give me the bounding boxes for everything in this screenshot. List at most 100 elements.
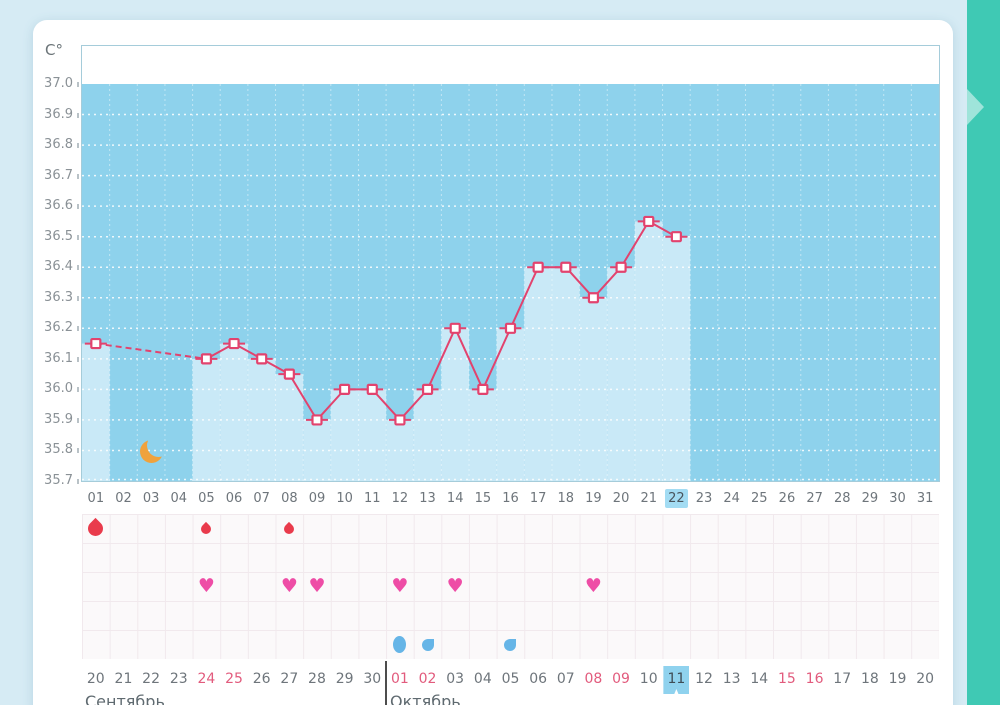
calendar-date[interactable]: 06 xyxy=(529,671,548,687)
calendar-date[interactable]: 05 xyxy=(501,671,520,687)
fluid-droplet-icon[interactable] xyxy=(421,638,434,651)
x-axis-day-label[interactable]: 08 xyxy=(281,490,298,506)
x-axis-day-label[interactable]: 04 xyxy=(170,490,188,506)
calendar-date[interactable]: 14 xyxy=(750,671,769,687)
x-axis-day-label[interactable]: 29 xyxy=(861,490,879,506)
calendar-date[interactable]: 02 xyxy=(418,671,437,687)
calendar-date[interactable]: 08 xyxy=(584,671,603,687)
data-point-marker[interactable] xyxy=(339,383,351,395)
x-axis-day-label[interactable]: 18 xyxy=(557,490,575,506)
data-point-marker[interactable] xyxy=(670,231,682,243)
data-point-marker[interactable] xyxy=(615,261,627,273)
data-point-marker[interactable] xyxy=(532,261,544,273)
calendar-date[interactable]: 20 xyxy=(86,671,105,687)
data-point-marker[interactable] xyxy=(449,322,461,334)
x-axis-day-label[interactable]: 22 xyxy=(663,486,691,510)
x-axis-day-label[interactable]: 06 xyxy=(225,490,243,506)
calendar-date[interactable]: 04 xyxy=(473,671,492,687)
x-axis-day-label[interactable]: 28 xyxy=(833,490,851,506)
x-axis-day-label[interactable]: 07 xyxy=(253,490,270,506)
calendar-date[interactable]: 27 xyxy=(280,671,299,687)
heart-icon[interactable]: ♥ xyxy=(391,575,409,597)
calendar-date[interactable]: 10 xyxy=(639,671,658,687)
temperature-bar xyxy=(634,221,663,481)
calendar-date[interactable]: 25 xyxy=(225,671,243,687)
x-axis-day-label[interactable]: 09 xyxy=(308,490,326,506)
x-axis-day-label[interactable]: 17 xyxy=(529,490,547,506)
calendar-date[interactable]: 23 xyxy=(169,671,188,687)
data-point-marker[interactable] xyxy=(228,337,240,350)
x-axis-day-label[interactable]: 21 xyxy=(640,490,657,506)
heart-icon[interactable]: ♥ xyxy=(280,575,298,597)
x-axis-day-label[interactable]: 20 xyxy=(612,490,630,506)
blood-drop-icon[interactable] xyxy=(199,521,214,536)
x-axis-day-label[interactable]: 14 xyxy=(446,490,464,506)
data-point-marker[interactable] xyxy=(504,322,517,334)
data-point-marker[interactable] xyxy=(587,292,600,304)
calendar-date[interactable]: 22 xyxy=(142,671,160,687)
data-point-marker[interactable] xyxy=(421,383,434,395)
calendar-date[interactable]: 15 xyxy=(778,671,796,687)
fluid-oval-icon[interactable] xyxy=(393,636,407,653)
calendar-date[interactable]: 13 xyxy=(722,671,741,687)
calendar-date[interactable]: 18 xyxy=(860,671,879,687)
calendar-date[interactable]: 11 xyxy=(663,665,691,695)
x-axis-day-label[interactable]: 13 xyxy=(419,490,436,506)
heart-icon[interactable]: ♥ xyxy=(584,575,602,597)
data-point-marker[interactable] xyxy=(256,353,268,365)
calendar-date[interactable]: 17 xyxy=(833,671,852,687)
x-axis-day-label[interactable]: 01 xyxy=(87,490,105,506)
calendar-date[interactable]: 24 xyxy=(197,671,216,687)
calendar-date[interactable]: 03 xyxy=(446,671,465,687)
event-grid: ♥ ♥ ♥ ♥ ♥ ♥ xyxy=(82,514,939,659)
heart-icon[interactable]: ♥ xyxy=(197,575,215,597)
x-axis-day-label[interactable]: 30 xyxy=(889,490,906,506)
data-point-marker[interactable] xyxy=(366,383,378,395)
x-axis-day-label[interactable]: 23 xyxy=(695,490,713,506)
data-point-marker[interactable] xyxy=(90,337,102,350)
moon-icon[interactable] xyxy=(140,440,163,463)
calendar-date[interactable]: 28 xyxy=(308,671,326,687)
x-axis-day-label[interactable]: 02 xyxy=(115,490,132,506)
data-point-marker[interactable] xyxy=(643,215,655,228)
calendar-date[interactable]: 30 xyxy=(363,671,382,687)
x-axis-day-label[interactable]: 10 xyxy=(336,490,353,506)
x-axis-day-label[interactable]: 19 xyxy=(585,490,602,506)
calendar-date[interactable]: 21 xyxy=(114,671,133,687)
calendar-date[interactable]: 16 xyxy=(805,671,824,687)
next-arrow-icon[interactable] xyxy=(967,89,984,125)
x-axis-day-label[interactable]: 24 xyxy=(723,490,740,506)
x-axis-day-label[interactable]: 15 xyxy=(474,490,492,506)
calendar-date[interactable]: 26 xyxy=(252,671,271,687)
data-point-marker[interactable] xyxy=(283,368,295,380)
x-axis-day-label[interactable]: 27 xyxy=(806,490,823,506)
data-point-marker[interactable] xyxy=(394,414,406,426)
x-axis-day-label[interactable]: 12 xyxy=(391,490,409,506)
y-tick-mark xyxy=(77,204,79,210)
fluid-droplet-icon[interactable] xyxy=(504,638,517,651)
calendar-date[interactable]: 07 xyxy=(556,671,575,687)
temperature-bar xyxy=(386,419,414,481)
heart-icon[interactable]: ♥ xyxy=(446,575,464,597)
data-point-marker[interactable] xyxy=(477,383,489,395)
calendar-date[interactable]: 12 xyxy=(695,671,713,687)
calendar-date[interactable]: 09 xyxy=(612,671,630,687)
x-axis-day-label[interactable]: 25 xyxy=(751,490,768,506)
calendar-date[interactable]: 29 xyxy=(335,671,354,687)
blood-drop-icon[interactable] xyxy=(282,521,297,536)
x-axis-day-label[interactable]: 05 xyxy=(198,490,215,506)
x-axis-day-label[interactable]: 11 xyxy=(363,490,381,506)
calendar-date[interactable]: 19 xyxy=(888,671,907,687)
data-point-marker[interactable] xyxy=(560,261,572,273)
x-axis-day-label[interactable]: 26 xyxy=(778,490,796,506)
calendar-date[interactable]: 20 xyxy=(916,671,935,687)
calendar-date[interactable]: 01 xyxy=(390,671,409,687)
x-axis-day-label[interactable]: 03 xyxy=(142,490,160,506)
x-axis-day-label[interactable]: 16 xyxy=(502,490,519,506)
data-point-marker[interactable] xyxy=(311,414,323,426)
data-point-marker[interactable] xyxy=(200,353,213,365)
x-axis-day-label[interactable]: 31 xyxy=(916,490,934,506)
heart-icon[interactable]: ♥ xyxy=(308,575,326,597)
blood-drop-icon[interactable] xyxy=(85,517,107,540)
